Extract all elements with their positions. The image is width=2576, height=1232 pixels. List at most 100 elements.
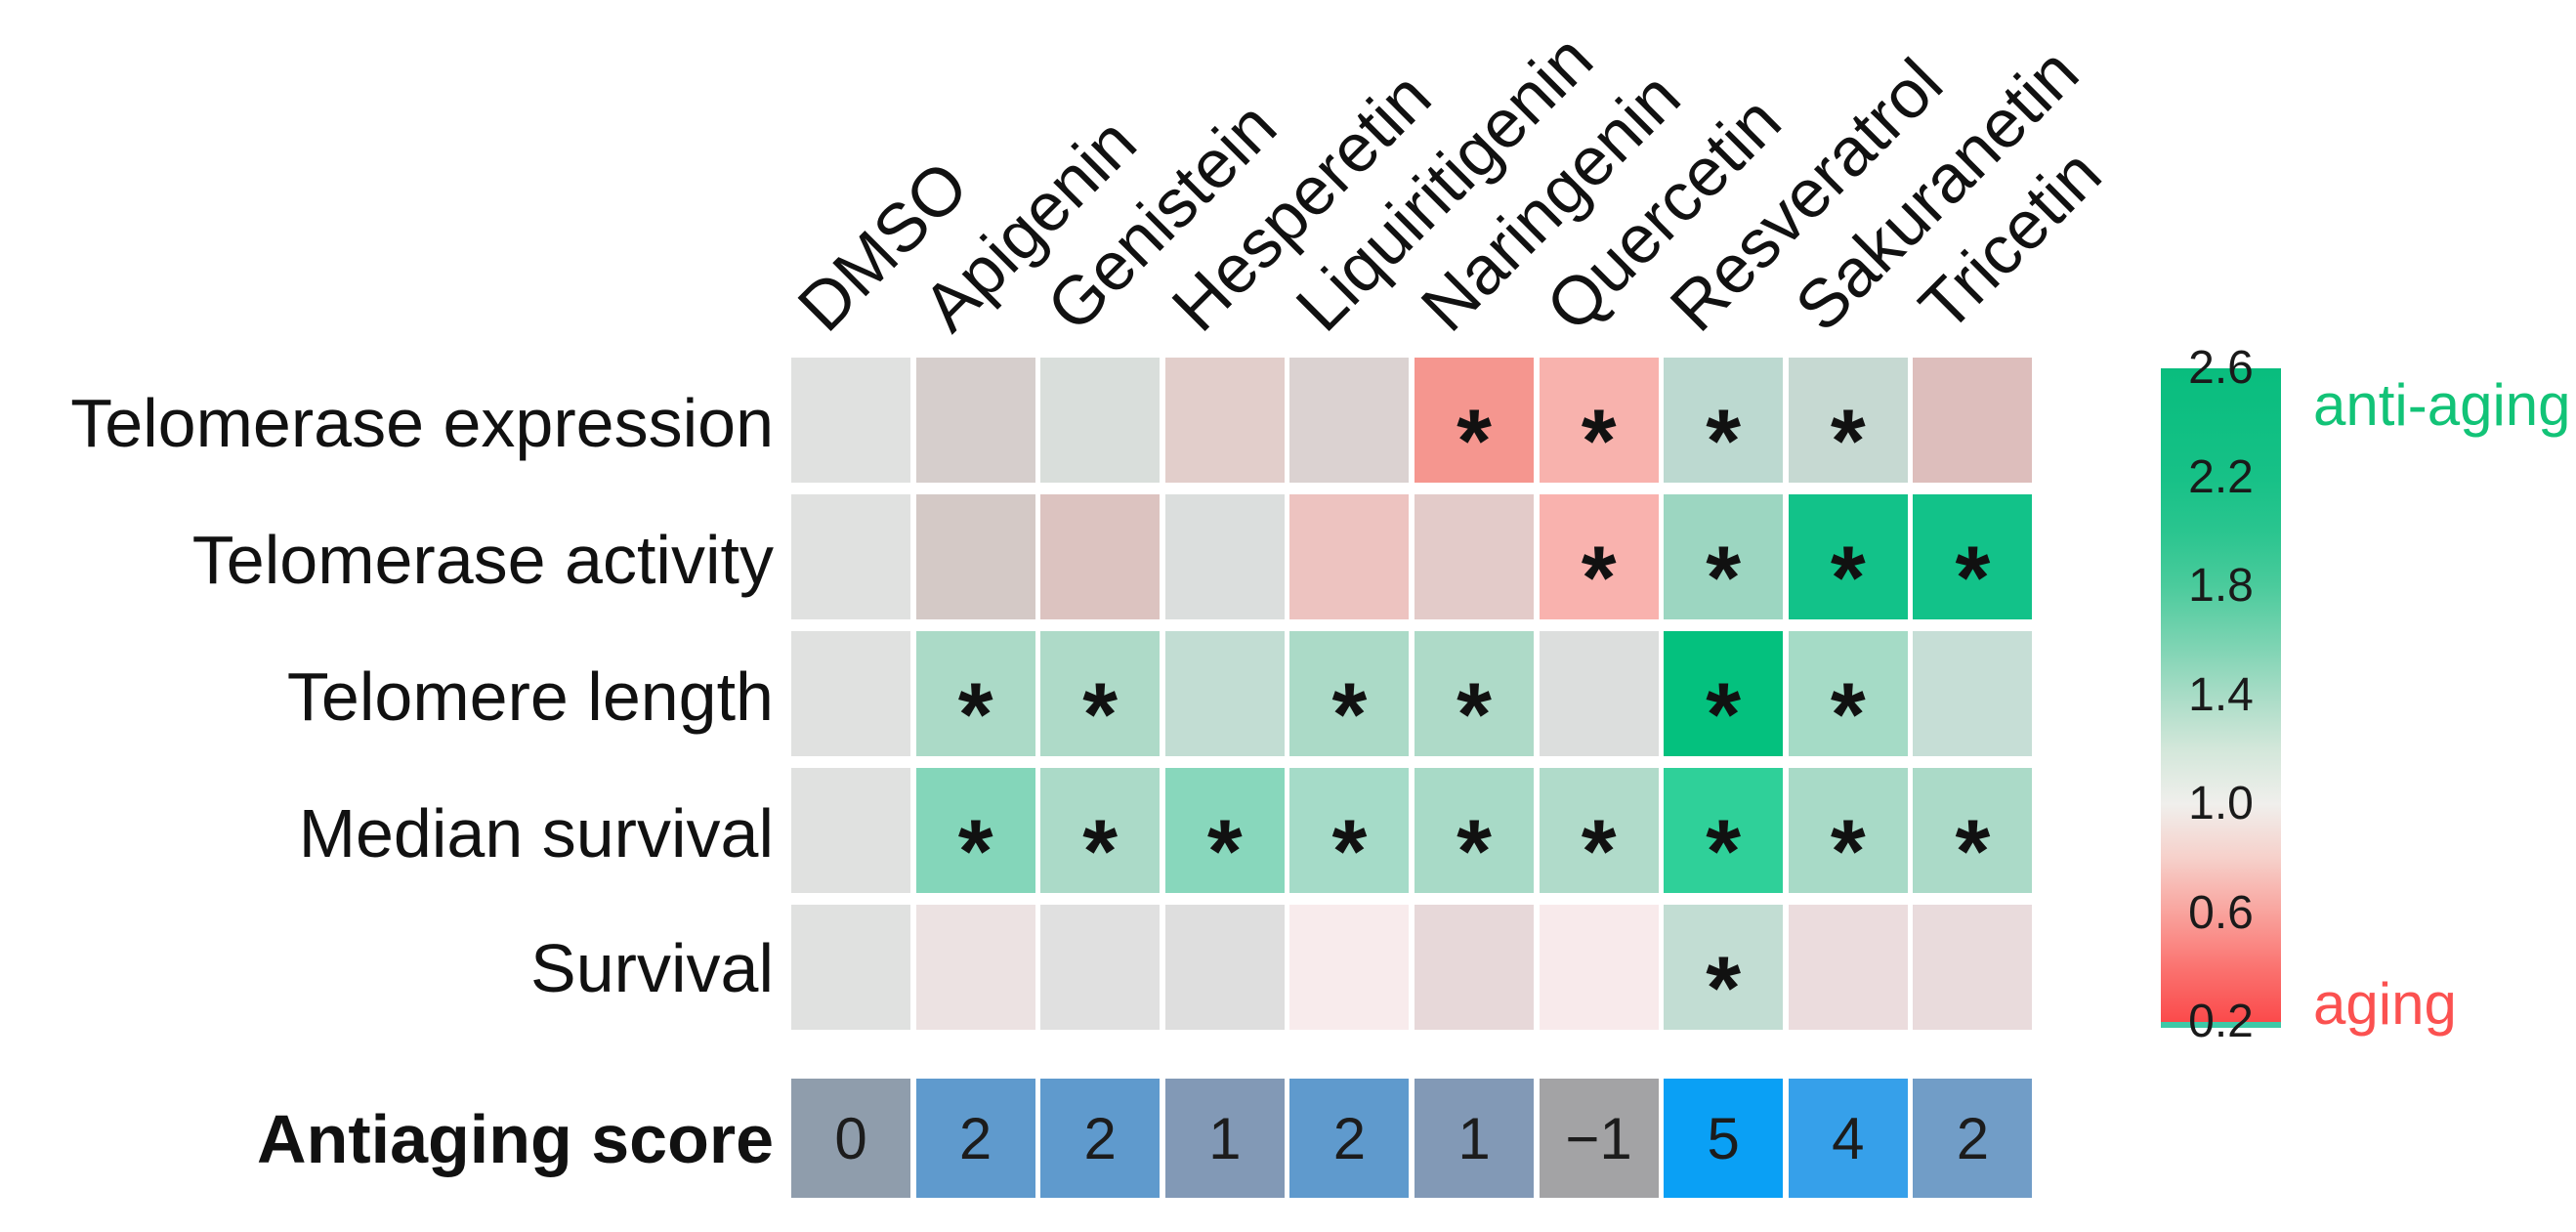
significance-star: *	[1955, 802, 1991, 903]
significance-star: *	[1457, 802, 1492, 903]
heatmap-cell	[791, 768, 910, 893]
score-cell: 5	[1664, 1079, 1784, 1198]
significance-star: *	[1581, 529, 1617, 629]
score-cell: 2	[1040, 1079, 1161, 1198]
heatmap-cell	[1289, 905, 1410, 1030]
heatmap-cell: *	[1788, 631, 1908, 760]
heatmap-cell	[1040, 358, 1161, 483]
row-label-telomerase-activity: Telomerase activity	[191, 522, 774, 598]
heatmap-cell: *	[1664, 494, 1784, 623]
heatmap-cell: *	[1913, 494, 2033, 623]
heatmap-cell	[1289, 494, 1410, 619]
heatmap-cell	[1913, 358, 2033, 483]
significance-star: *	[1457, 665, 1492, 766]
significance-star: *	[1206, 802, 1243, 903]
heatmap-cell	[791, 358, 910, 483]
heatmap-cell	[1164, 905, 1285, 1030]
heatmap-cell: *	[915, 631, 1035, 760]
heatmap-cell: *	[1664, 358, 1784, 487]
heatmap-cell: *	[1415, 358, 1534, 487]
heatmap-cell: *	[1664, 631, 1784, 760]
significance-star: *	[1457, 392, 1492, 492]
heatmap-cell: *	[1664, 768, 1784, 897]
heatmap-cell	[915, 905, 1035, 1030]
heatmap-cell: *	[1788, 768, 1908, 897]
heatmap-cell	[1913, 905, 2033, 1030]
row-label-telomere-length: Telomere length	[286, 658, 774, 735]
significance-star: *	[1830, 392, 1866, 492]
significance-star: *	[1706, 392, 1742, 492]
colorbar-tick-label: 1.8	[2188, 560, 2254, 612]
significance-star: *	[1082, 802, 1119, 903]
significance-star: *	[1581, 802, 1617, 903]
score-cell: 2	[1289, 1079, 1410, 1198]
colorbar-tick-label: 2.6	[2188, 342, 2254, 394]
colorbar-tick-label: 1.0	[2188, 778, 2254, 829]
heatmap-cell: *	[1164, 768, 1285, 897]
significance-star: *	[957, 802, 993, 903]
significance-star: *	[1955, 529, 1991, 629]
heatmap-cell	[1913, 631, 2033, 756]
colorbar-label-aging: aging	[2313, 971, 2457, 1037]
score-cell: 4	[1788, 1079, 1908, 1198]
score-cell: 1	[1164, 1079, 1285, 1198]
heatmap-cell	[1415, 494, 1534, 619]
score-cell: 2	[915, 1079, 1035, 1198]
heatmap-cell: *	[1415, 768, 1534, 897]
significance-star: *	[1830, 802, 1866, 903]
colorbar-tick-label: 1.4	[2188, 668, 2254, 721]
significance-star: *	[1331, 665, 1368, 766]
heatmap-cell	[915, 494, 1035, 619]
significance-star: *	[1706, 939, 1742, 1040]
heatmap-cell: *	[1788, 494, 1908, 623]
heatmap-cell: *	[1415, 631, 1534, 760]
heatmap-cell	[1164, 358, 1285, 483]
heatmap-cell: *	[915, 768, 1035, 897]
score-cell: 1	[1415, 1079, 1534, 1198]
colorbar-tick-label: 0.2	[2188, 996, 2254, 1047]
heatmap-cell: *	[1664, 905, 1784, 1034]
colorbar-gradient	[2161, 368, 2281, 1028]
row-label-antiaging-score: Antiaging score	[257, 1101, 774, 1177]
significance-star: *	[1331, 802, 1368, 903]
heatmap-cell	[1040, 905, 1161, 1030]
significance-star: *	[957, 665, 993, 766]
significance-star: *	[1830, 665, 1866, 766]
heatmap-cell: *	[1788, 358, 1908, 487]
colorbar-tick-label: 0.6	[2188, 886, 2254, 939]
colorbar-tick-label: 2.2	[2188, 450, 2254, 503]
heatmap-cell	[791, 494, 910, 619]
heatmap-cell: *	[1040, 768, 1161, 897]
heatmap-cell: *	[1289, 631, 1410, 760]
significance-star: *	[1706, 665, 1742, 766]
heatmap-cell	[1040, 494, 1161, 619]
significance-star: *	[1082, 665, 1119, 766]
significance-star: *	[1706, 802, 1742, 903]
heatmap-cell: *	[1539, 768, 1659, 897]
heatmap-cell	[1539, 905, 1659, 1030]
row-label-survival: Survival	[530, 930, 774, 1006]
heatmap-cell	[791, 905, 910, 1030]
row-label-median-survival: Median survival	[298, 795, 774, 871]
heatmap-cell: *	[1289, 768, 1410, 897]
heatmap-cell	[1788, 905, 1908, 1030]
heatmap-cell	[791, 631, 910, 756]
row-label-telomerase-expression: Telomerase expression	[70, 385, 774, 461]
heatmap-cell	[1539, 631, 1659, 756]
heatmap-cell	[915, 358, 1035, 483]
heatmap-cell	[1164, 494, 1285, 619]
colorbar-label-anti-aging: anti-aging	[2313, 372, 2571, 438]
score-cell: 2	[1913, 1079, 2033, 1198]
heatmap-cell: *	[1913, 768, 2033, 897]
significance-star: *	[1830, 529, 1866, 629]
heatmap-cell	[1289, 358, 1410, 483]
heatmap-cell: *	[1040, 631, 1161, 760]
heatmap-cell	[1415, 905, 1534, 1030]
heatmap-cell: *	[1539, 358, 1659, 487]
heatmap-cell	[1164, 631, 1285, 756]
significance-star: *	[1706, 529, 1742, 629]
score-cell: 0	[791, 1079, 910, 1198]
score-cell: −1	[1539, 1079, 1659, 1198]
heatmap-cell: *	[1539, 494, 1659, 623]
